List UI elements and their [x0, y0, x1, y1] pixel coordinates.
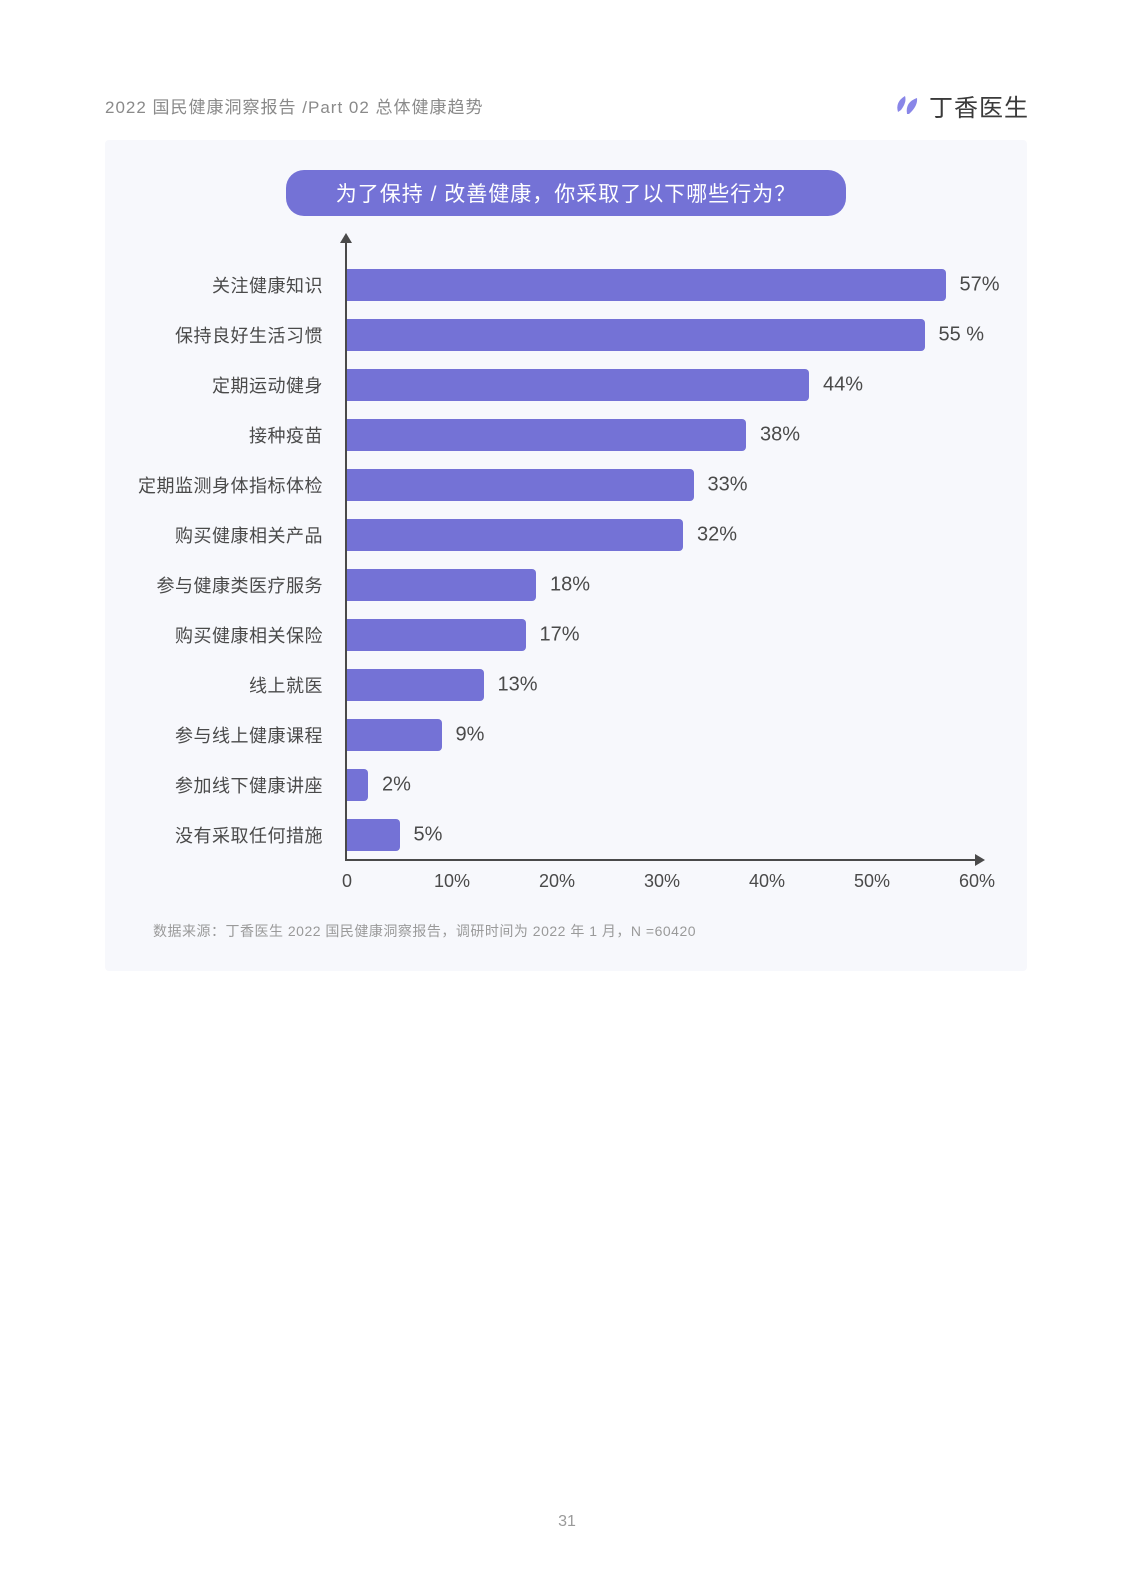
bar-fill: [347, 569, 536, 601]
x-tick: 20%: [539, 871, 575, 892]
bar-label: 购买健康相关产品: [135, 522, 335, 548]
bar-track: 9%: [347, 719, 977, 751]
bar-label: 参与线上健康课程: [135, 722, 335, 748]
bar-value: 5%: [414, 824, 443, 847]
chart-source: 数据来源：丁香医生 2022 国民健康洞察报告，调研时间为 2022 年 1 月…: [153, 921, 1007, 941]
x-tick: 50%: [854, 871, 890, 892]
bar-value: 44%: [823, 374, 863, 397]
bar-row: 定期运动健身 44%: [135, 361, 977, 409]
bar-label: 定期运动健身: [135, 372, 335, 398]
brand-logo: 丁香医生: [893, 88, 1029, 123]
bar-track: 44%: [347, 369, 977, 401]
bar-label: 没有采取任何措施: [135, 822, 335, 848]
bar-fill: [347, 669, 484, 701]
chart-title: 为了保持 / 改善健康，你采取了以下哪些行为？: [286, 170, 846, 216]
bar-label: 参与健康类医疗服务: [135, 572, 335, 598]
bar-value: 57%: [960, 274, 1000, 297]
bar-row: 没有采取任何措施 5%: [135, 811, 977, 859]
bar-row: 保持良好生活习惯 55 %: [135, 311, 977, 359]
bar-track: 13%: [347, 669, 977, 701]
chart-area: 关注健康知识 57% 保持良好生活习惯 55 % 定期运动健身 44% 接种疫苗 38% 定期监…: [135, 241, 997, 901]
bar-label: 定期监测身体指标体检: [135, 472, 335, 498]
bar-track: 18%: [347, 569, 977, 601]
bar-fill: [347, 269, 946, 301]
bars-group: 关注健康知识 57% 保持良好生活习惯 55 % 定期运动健身 44% 接种疫苗 38% 定期监…: [135, 261, 977, 861]
bar-label: 购买健康相关保险: [135, 622, 335, 648]
bar-value: 17%: [540, 624, 580, 647]
brand-text: 丁香医生: [929, 88, 1029, 123]
bar-label: 关注健康知识: [135, 272, 335, 298]
bar-label: 保持良好生活习惯: [135, 322, 335, 348]
bar-fill: [347, 769, 368, 801]
bar-value: 13%: [497, 674, 537, 697]
bar-value: 9%: [456, 724, 485, 747]
bar-fill: [347, 369, 809, 401]
bar-value: 2%: [382, 774, 411, 797]
bar-value: 55 %: [939, 324, 985, 347]
bar-fill: [347, 819, 400, 851]
breadcrumb: 2022 国民健康洞察报告 /Part 02 总体健康趋势: [105, 93, 484, 118]
chart-container: 为了保持 / 改善健康，你采取了以下哪些行为？ 关注健康知识 57% 保持良好生活习…: [105, 140, 1027, 971]
page-number: 31: [558, 1513, 576, 1531]
brand-leaf-icon: [893, 92, 921, 120]
bar-track: 32%: [347, 519, 977, 551]
bar-row: 线上就医 13%: [135, 661, 977, 709]
x-tick: 30%: [644, 871, 680, 892]
bar-row: 参与线上健康课程 9%: [135, 711, 977, 759]
bar-track: 33%: [347, 469, 977, 501]
bar-fill: [347, 619, 526, 651]
bar-value: 33%: [708, 474, 748, 497]
bar-label: 参加线下健康讲座: [135, 772, 335, 798]
bar-row: 购买健康相关产品 32%: [135, 511, 977, 559]
bar-row: 关注健康知识 57%: [135, 261, 977, 309]
bar-fill: [347, 719, 442, 751]
x-tick: 40%: [749, 871, 785, 892]
bar-row: 接种疫苗 38%: [135, 411, 977, 459]
bar-track: 17%: [347, 619, 977, 651]
x-tick: 10%: [434, 871, 470, 892]
bar-track: 2%: [347, 769, 977, 801]
bar-track: 55 %: [347, 319, 977, 351]
x-tick: 0: [342, 871, 352, 892]
page-header: 2022 国民健康洞察报告 /Part 02 总体健康趋势 丁香医生: [105, 88, 1029, 123]
bar-row: 参与健康类医疗服务 18%: [135, 561, 977, 609]
bar-fill: [347, 419, 746, 451]
bar-row: 购买健康相关保险 17%: [135, 611, 977, 659]
bar-track: 5%: [347, 819, 977, 851]
bar-row: 参加线下健康讲座 2%: [135, 761, 977, 809]
bar-track: 38%: [347, 419, 977, 451]
bar-label: 线上就医: [135, 672, 335, 698]
bar-track: 57%: [347, 269, 977, 301]
bar-row: 定期监测身体指标体检 33%: [135, 461, 977, 509]
bar-value: 38%: [760, 424, 800, 447]
x-ticks: 010%20%30%40%50%60%: [347, 863, 977, 901]
bar-fill: [347, 519, 683, 551]
bar-value: 18%: [550, 574, 590, 597]
bar-fill: [347, 319, 925, 351]
x-tick: 60%: [959, 871, 995, 892]
bar-label: 接种疫苗: [135, 422, 335, 448]
bar-fill: [347, 469, 694, 501]
bar-value: 32%: [697, 524, 737, 547]
